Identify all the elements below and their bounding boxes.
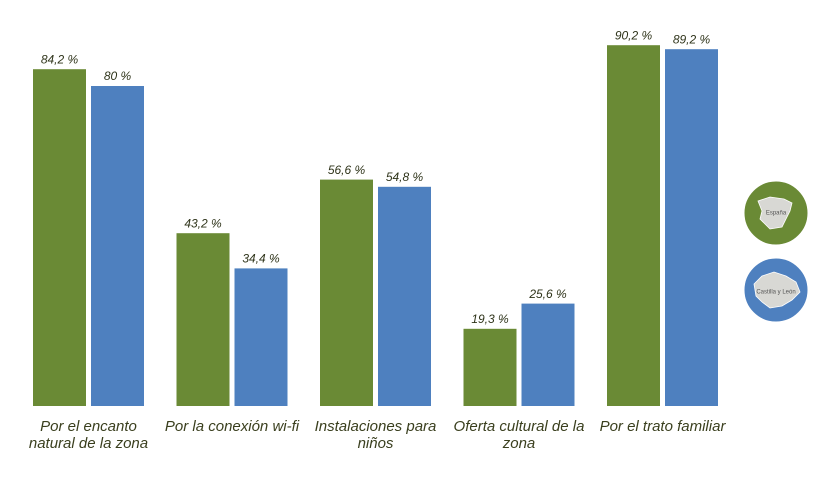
bar [33,69,86,406]
category-label: Oferta cultural de la zona [453,418,585,452]
category-label: Por el trato familiar [599,418,726,435]
category-label: Por el encanto natural de la zona [28,418,149,452]
value-label: 90,2 % [615,28,653,42]
bar [521,303,575,406]
category-label: Por la conexión wi-fi [164,418,300,435]
value-label: 54,8 % [386,170,424,184]
bar [463,328,517,406]
bar [665,49,718,406]
legend-label: Castilla y León [756,290,795,296]
legend-map [753,271,801,309]
value-label: 89,2 % [673,32,711,46]
value-label: 25,6 % [528,287,567,301]
value-label: 43,2 % [184,216,222,230]
value-label: 80 % [104,69,132,83]
category-label: Instalaciones para niños [314,418,437,452]
legend-item: Castilla y León [743,257,809,323]
value-label: 56,6 % [328,163,366,177]
legend-label: España [766,211,787,217]
bar [176,233,230,406]
bar [91,86,144,406]
value-label: 19,3 % [471,312,509,326]
value-label: 34,4 % [242,252,280,266]
bar [607,45,660,406]
value-label: 84,2 % [41,52,79,66]
legend-map [757,196,793,230]
bar [320,179,373,406]
bar [378,186,431,406]
legend-item: España [743,180,809,246]
bar [234,268,288,406]
